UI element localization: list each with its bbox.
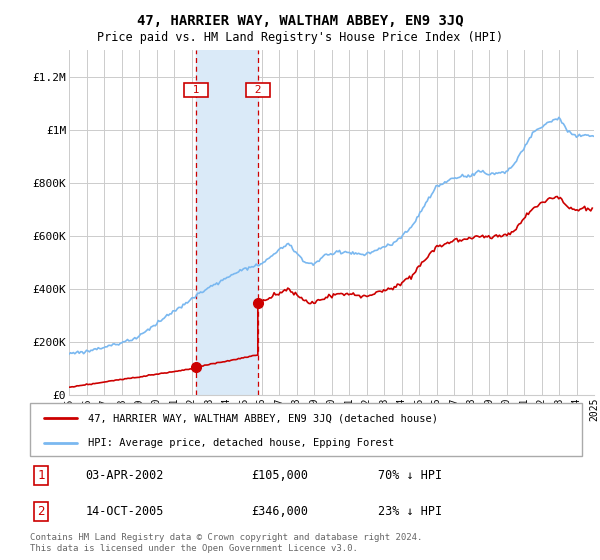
- Text: 1: 1: [186, 85, 206, 95]
- Text: Price paid vs. HM Land Registry's House Price Index (HPI): Price paid vs. HM Land Registry's House …: [97, 31, 503, 44]
- Text: 2: 2: [248, 85, 268, 95]
- Text: Contains HM Land Registry data © Crown copyright and database right 2024.
This d: Contains HM Land Registry data © Crown c…: [30, 533, 422, 553]
- FancyBboxPatch shape: [30, 403, 582, 456]
- Text: 03-APR-2002: 03-APR-2002: [85, 469, 164, 482]
- Text: 1: 1: [37, 469, 45, 482]
- Text: 23% ↓ HPI: 23% ↓ HPI: [378, 505, 442, 518]
- Text: £346,000: £346,000: [251, 505, 308, 518]
- Text: 70% ↓ HPI: 70% ↓ HPI: [378, 469, 442, 482]
- Text: 47, HARRIER WAY, WALTHAM ABBEY, EN9 3JQ: 47, HARRIER WAY, WALTHAM ABBEY, EN9 3JQ: [137, 14, 463, 28]
- Text: HPI: Average price, detached house, Epping Forest: HPI: Average price, detached house, Eppi…: [88, 438, 394, 448]
- Bar: [196, 50, 258, 395]
- Text: 47, HARRIER WAY, WALTHAM ABBEY, EN9 3JQ (detached house): 47, HARRIER WAY, WALTHAM ABBEY, EN9 3JQ …: [88, 413, 438, 423]
- Text: £105,000: £105,000: [251, 469, 308, 482]
- Text: 14-OCT-2005: 14-OCT-2005: [85, 505, 164, 518]
- Text: 2: 2: [37, 505, 45, 518]
